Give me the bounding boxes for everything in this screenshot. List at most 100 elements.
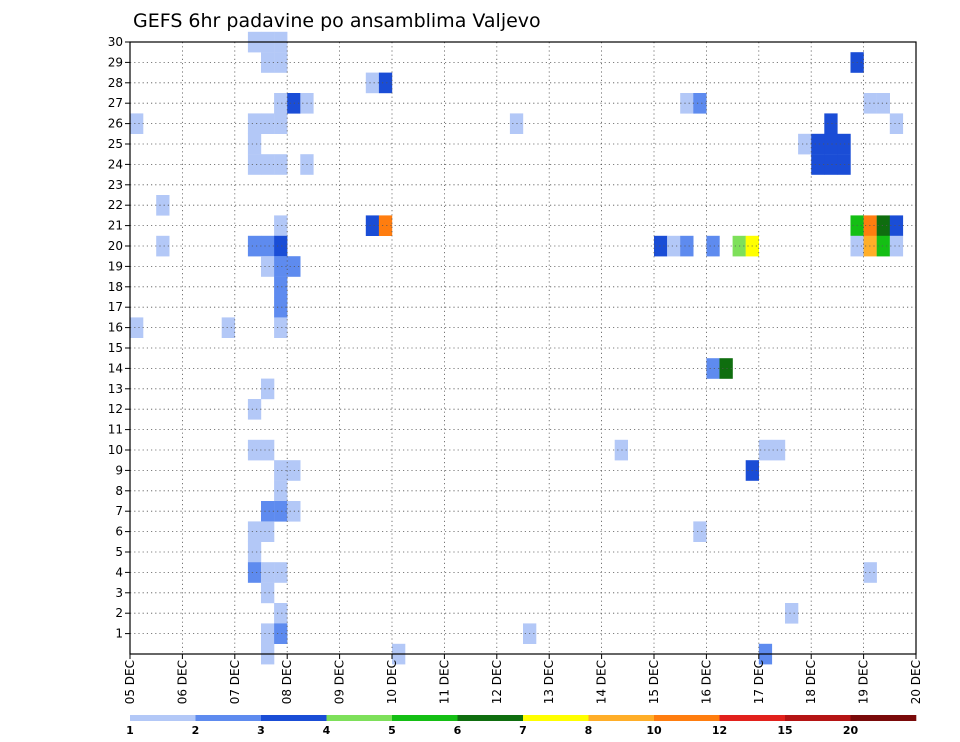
precip-cell xyxy=(261,501,275,522)
precip-cell xyxy=(274,215,288,236)
precip-cell xyxy=(365,72,380,94)
y-axis: 1234567891011121314151617181920212223242… xyxy=(108,35,130,641)
colorbar-label: 15 xyxy=(777,724,792,737)
colorbar-swatch xyxy=(588,715,655,721)
colorbar-label: 2 xyxy=(192,724,200,737)
y-tick-label: 25 xyxy=(108,137,123,151)
precip-cell xyxy=(261,521,275,542)
precip-cell xyxy=(798,133,812,155)
precip-cell xyxy=(378,72,393,94)
precip-cell xyxy=(261,582,275,604)
y-tick-label: 8 xyxy=(115,484,123,498)
colorbar: 1 2 3 4 5 6 7 8 10 12 15 20 xyxy=(126,715,917,737)
y-tick-label: 10 xyxy=(108,443,123,457)
precip-cell xyxy=(719,358,733,379)
precip-cell xyxy=(261,378,275,400)
colorbar-label: 20 xyxy=(843,724,859,737)
precip-cell xyxy=(247,235,262,257)
y-tick-label: 13 xyxy=(108,382,123,396)
grid-layer xyxy=(130,41,916,654)
precip-cell xyxy=(274,154,288,175)
precip-cell xyxy=(274,52,288,73)
precip-cell xyxy=(824,154,838,175)
y-tick-label: 29 xyxy=(108,55,123,69)
y-tick-label: 18 xyxy=(108,280,123,294)
colorbar-swatch xyxy=(850,715,917,721)
y-tick-label: 20 xyxy=(108,239,123,253)
y-tick-label: 17 xyxy=(108,300,123,314)
precip-cell xyxy=(274,276,288,298)
precip-cell xyxy=(811,154,825,175)
precip-cell xyxy=(654,235,668,257)
y-tick-label: 27 xyxy=(108,96,123,110)
precip-cell xyxy=(261,154,275,175)
colorbar-label: 12 xyxy=(712,724,727,737)
y-tick-label: 23 xyxy=(108,178,123,192)
y-tick-label: 22 xyxy=(108,198,123,212)
y-tick-label: 15 xyxy=(108,341,123,355)
x-tick-label: 10 DEC xyxy=(385,660,399,704)
precip-cell xyxy=(247,154,262,175)
precip-cell xyxy=(261,256,275,277)
x-tick-label: 18 DEC xyxy=(804,660,818,704)
precip-cell xyxy=(811,133,825,155)
precip-cell xyxy=(261,235,275,257)
x-tick-label: 13 DEC xyxy=(542,660,556,704)
y-tick-label: 2 xyxy=(115,606,123,620)
colorbar-label: 7 xyxy=(519,724,527,737)
colorbar-swatch xyxy=(392,715,458,721)
y-tick-label: 28 xyxy=(108,76,123,90)
y-tick-label: 1 xyxy=(115,627,123,641)
precip-cell xyxy=(876,215,890,236)
precip-cell xyxy=(758,439,773,461)
y-tick-label: 4 xyxy=(115,565,123,579)
precip-cell xyxy=(274,603,288,624)
y-tick-label: 11 xyxy=(108,423,123,437)
precip-cell xyxy=(247,399,262,420)
precip-cell xyxy=(156,195,170,216)
colorbar-swatch xyxy=(195,715,262,721)
colorbar-swatch xyxy=(130,715,196,721)
precip-cell xyxy=(156,235,170,257)
precip-cell xyxy=(693,521,707,542)
precip-cell xyxy=(614,439,628,461)
precip-cell xyxy=(130,113,144,134)
colorbar-label: 6 xyxy=(454,724,462,737)
x-tick-label: 05 DEC xyxy=(123,660,137,704)
precip-cell xyxy=(261,562,275,583)
precip-cell xyxy=(378,215,393,236)
x-tick-label: 08 DEC xyxy=(280,660,294,704)
x-tick-label: 17 DEC xyxy=(752,660,766,704)
x-tick-label: 20 DEC xyxy=(909,660,923,704)
precip-cell xyxy=(130,317,144,338)
cells-layer xyxy=(130,31,904,665)
precip-cell xyxy=(889,113,904,134)
x-tick-label: 16 DEC xyxy=(699,660,713,704)
colorbar-label: 3 xyxy=(257,724,265,737)
colorbar-label: 8 xyxy=(585,724,593,737)
precip-cell xyxy=(274,562,288,583)
precip-cell xyxy=(261,623,275,644)
y-tick-label: 26 xyxy=(108,117,123,131)
x-tick-label: 11 DEC xyxy=(437,660,451,704)
precip-cell xyxy=(261,113,275,134)
precip-cell xyxy=(824,113,838,134)
colorbar-label: 10 xyxy=(646,724,662,737)
y-tick-label: 3 xyxy=(115,586,123,600)
precip-cell xyxy=(274,480,288,502)
x-tick-label: 09 DEC xyxy=(333,660,347,704)
precip-cell xyxy=(247,521,262,542)
x-tick-label: 12 DEC xyxy=(490,660,504,704)
colorbar-swatch xyxy=(523,715,589,721)
precip-cell xyxy=(274,256,288,277)
x-tick-label: 06 DEC xyxy=(175,660,189,704)
y-tick-label: 12 xyxy=(108,402,123,416)
precip-cell xyxy=(274,297,288,318)
x-tick-label: 07 DEC xyxy=(228,660,242,704)
colorbar-label: 4 xyxy=(323,724,331,737)
colorbar-swatch xyxy=(326,715,393,721)
precip-cell xyxy=(247,133,262,155)
precip-cell xyxy=(274,93,288,114)
colorbar-swatch xyxy=(719,715,786,721)
